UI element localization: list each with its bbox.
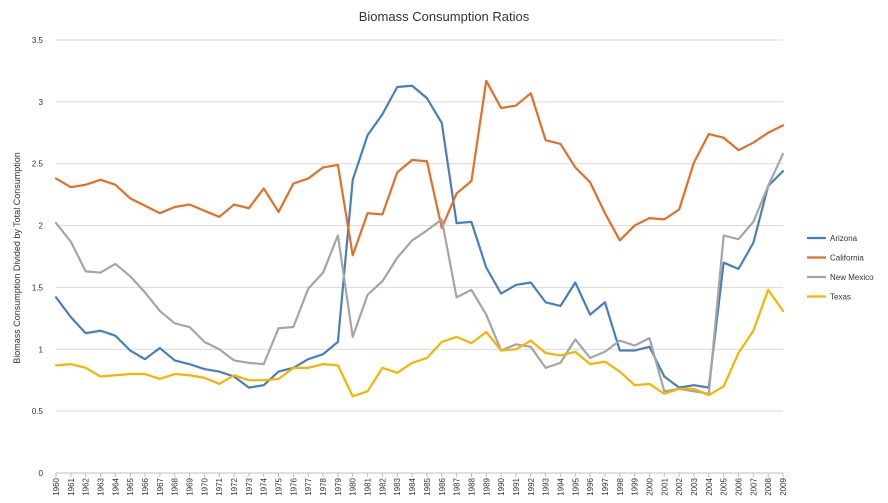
x-tick-label: 1987 [453,477,462,495]
x-tick-label: 2002 [675,477,684,495]
x-tick-label: 2009 [779,477,788,495]
x-tick-label: 1962 [82,477,91,495]
x-tick-label: 1998 [616,477,625,495]
legend-label: New Mexico [830,273,874,282]
x-tick-label: 2008 [764,477,773,495]
gridlines [56,39,783,474]
x-tick-label: 2001 [660,477,669,495]
y-tick-label: 3 [39,98,44,107]
x-tick-label: 1965 [126,477,135,495]
legend-label: Texas [830,293,851,302]
x-tick-label: 1990 [497,477,506,495]
x-tick-label: 1991 [512,477,521,495]
x-tick-label: 1995 [571,477,580,495]
x-tick-label: 1980 [349,477,358,495]
chart-title: Biomass Consumption Ratios [359,9,530,24]
x-tick-label: 1963 [97,477,106,495]
x-tick-label: 1982 [378,477,387,495]
x-tick-label: 1981 [364,477,373,495]
x-tick-label: 1997 [601,477,610,495]
x-tick-label: 1979 [334,477,343,495]
x-tick-label: 1973 [245,477,254,495]
x-tick-label: 1970 [200,477,209,495]
y-tick-label: 0 [39,469,44,478]
series-line-new-mexico [54,152,785,395]
x-tick-label: 1983 [393,477,402,495]
x-tick-label: 1993 [542,477,551,495]
x-tick-label: 1960 [52,477,61,495]
x-tick-label: 1971 [215,477,224,495]
x-tick-label: 2003 [690,477,699,495]
series-line-arizona [54,84,785,389]
x-tick-label: 2005 [720,477,729,495]
y-axis-ticks: 0 0.5 1 1.5 2 2.5 3 3.5 [32,36,44,478]
y-tick-label: 2 [39,222,44,231]
x-tick-label: 1967 [156,477,165,495]
legend-label: California [830,254,864,263]
y-tick-label: 0.5 [32,407,44,416]
x-tick-label: 1976 [289,477,298,495]
x-tick-label: 1968 [171,477,180,495]
x-tick-label: 2006 [734,477,743,495]
y-tick-label: 1 [39,345,44,354]
x-tick-label: 1975 [275,477,284,495]
legend: Arizona California New Mexico Texas [807,234,874,302]
x-tick-label: 1961 [67,477,76,495]
x-tick-label: 1969 [186,477,195,495]
x-tick-label: 2000 [645,477,654,495]
y-tick-label: 1.5 [32,283,44,292]
x-tick-label: 1989 [482,477,491,495]
x-tick-label: 1992 [527,477,536,495]
x-tick-label: 2007 [749,477,758,495]
y-tick-label: 2.5 [32,160,44,169]
x-tick-label: 1999 [631,477,640,495]
series-line-texas [54,288,785,398]
x-tick-label: 1964 [111,477,120,495]
x-tick-label: 1985 [423,477,432,495]
series-line-california [54,79,785,257]
x-tick-label: 1974 [260,477,269,495]
x-tick-label: 1986 [438,477,447,495]
x-axis-ticks: 1960 1961 1962 1963 1964 1965 1966 1967 1968 1969… [52,473,788,496]
x-tick-label: 1996 [586,477,595,495]
x-tick-label: 1977 [304,477,313,495]
x-tick-label: 1984 [408,477,417,495]
legend-label: Arizona [830,234,858,243]
x-tick-label: 1988 [467,477,476,495]
x-tick-label: 1972 [230,477,239,495]
y-axis-label: Biomass Consumption Divided by Total Con… [12,152,22,363]
series-lines [54,79,785,398]
x-tick-label: 1994 [556,477,565,495]
y-tick-label: 3.5 [32,36,44,45]
x-tick-label: 2004 [705,477,714,495]
x-tick-label: 1978 [319,477,328,495]
x-tick-label: 1966 [141,477,150,495]
